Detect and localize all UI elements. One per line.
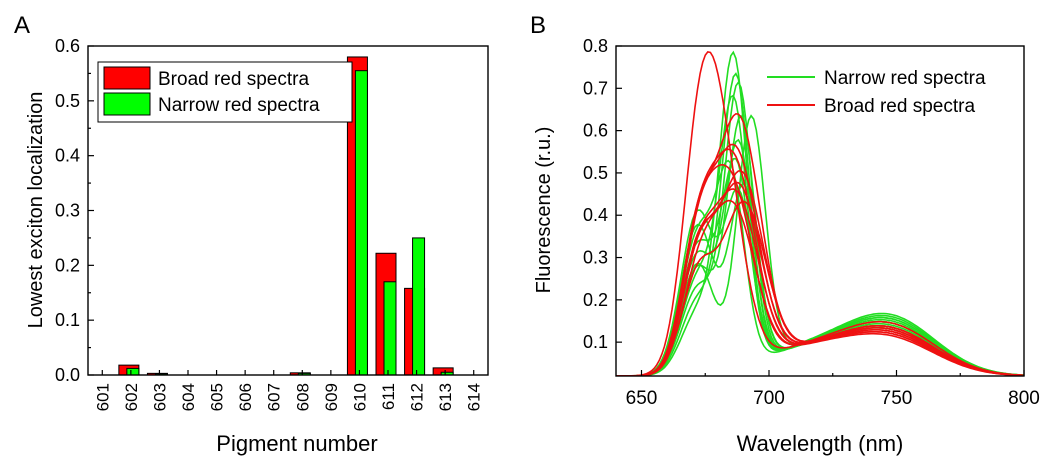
panel-label-b: B	[530, 12, 546, 39]
panel-label-a: A	[14, 12, 30, 39]
x-tick-label-b: 650	[626, 388, 658, 409]
broad-spectrum-line	[616, 200, 1024, 376]
x-tick-label-a: 607	[265, 383, 284, 411]
x-tick-label-a: 613	[436, 383, 455, 411]
y-tick-label-b: 0.2	[583, 290, 608, 310]
lines-b	[616, 50, 1024, 376]
broad-spectrum-line	[616, 199, 1024, 376]
x-tick-label-a: 608	[293, 383, 312, 411]
x-tick-label-a: 601	[93, 383, 112, 411]
x-tick-label-b: 800	[1008, 388, 1040, 409]
x-tick-label-a: 612	[408, 383, 427, 411]
y-tick-label-b: 0.4	[583, 205, 608, 225]
x-axis-label-b: Wavelength (nm)	[737, 431, 904, 456]
axes-b: 650 700 750 800 0.1 0.2 0.3 0.4 0.5 0.6 0.7 0.8	[583, 36, 1040, 409]
y-tick-label-b: 0.1	[583, 332, 608, 352]
x-tick-label-b: 700	[753, 388, 785, 409]
bar-narrow-610	[354, 70, 368, 376]
x-tick-label-a: 604	[179, 383, 198, 411]
panel-b: B 650 700 750 800 0.1 0.2 0.3 0.4 0.5 0.6 0.7 0.8 N…	[530, 12, 1040, 456]
bar-narrow-611	[383, 281, 397, 376]
x-tick-label-a: 610	[350, 383, 369, 411]
x-axis-label-a: Pigment number	[216, 431, 377, 456]
y-tick-label-b: 0.6	[583, 121, 608, 141]
x-tick-label-a: 611	[379, 383, 398, 410]
x-tick-label-a: 602	[122, 383, 141, 411]
axes-a: 0.0 0.1 0.2 0.3 0.4 0.5 0.6 601 602 603 604 605 606 6…	[55, 36, 489, 411]
y-tick-label-a: 0.4	[55, 146, 80, 166]
y-tick-label-b: 0.8	[583, 36, 608, 56]
y-axis-label-a: Lowest exciton localization	[25, 92, 47, 329]
plot-frame-b	[615, 45, 1025, 377]
broad-spectrum-line	[616, 51, 1024, 376]
x-tick-label-a: 605	[208, 383, 227, 411]
legend-label-a: Broad red spectra	[158, 69, 309, 90]
x-tick-label-a: 606	[236, 383, 255, 411]
y-tick-label-b: 0.3	[583, 248, 608, 268]
y-tick-label-a: 0.2	[55, 255, 80, 275]
y-axis-label-b: Fluorescence (r.u.)	[533, 127, 555, 294]
bars-a	[118, 56, 454, 376]
x-tick-label-b: 750	[881, 388, 913, 409]
y-tick-label-b: 0.5	[583, 163, 608, 183]
x-tick-label-a: 603	[150, 383, 169, 411]
panel-a: A 0.0 0.1 0.2 0.3 0.4 0.5 0.6 601 602 603 604 605 60…	[14, 12, 489, 456]
y-tick-label-a: 0.3	[55, 201, 80, 221]
y-tick-label-a: 0.5	[55, 91, 80, 111]
bar-narrow-612	[412, 237, 426, 376]
legend-b: Narrow red spectra Broad red spectra	[767, 68, 986, 117]
legend-label-b: Broad red spectra	[824, 96, 975, 117]
legend-label-b: Narrow red spectra	[824, 68, 986, 89]
y-tick-label-a: 0.6	[55, 36, 80, 56]
bar-narrow-602	[126, 367, 140, 376]
legend-swatch-a	[103, 92, 151, 116]
x-tick-label-a: 614	[465, 383, 484, 411]
legend-label-a: Narrow red spectra	[158, 95, 320, 116]
legend-a: Broad red spectra Narrow red spectra	[97, 61, 353, 123]
legend-swatch-a	[103, 66, 151, 90]
y-tick-label-a: 0.1	[55, 310, 80, 330]
x-tick-label-a: 609	[322, 383, 341, 411]
y-tick-label-a: 0.0	[55, 365, 80, 385]
y-tick-label-b: 0.7	[583, 78, 608, 98]
